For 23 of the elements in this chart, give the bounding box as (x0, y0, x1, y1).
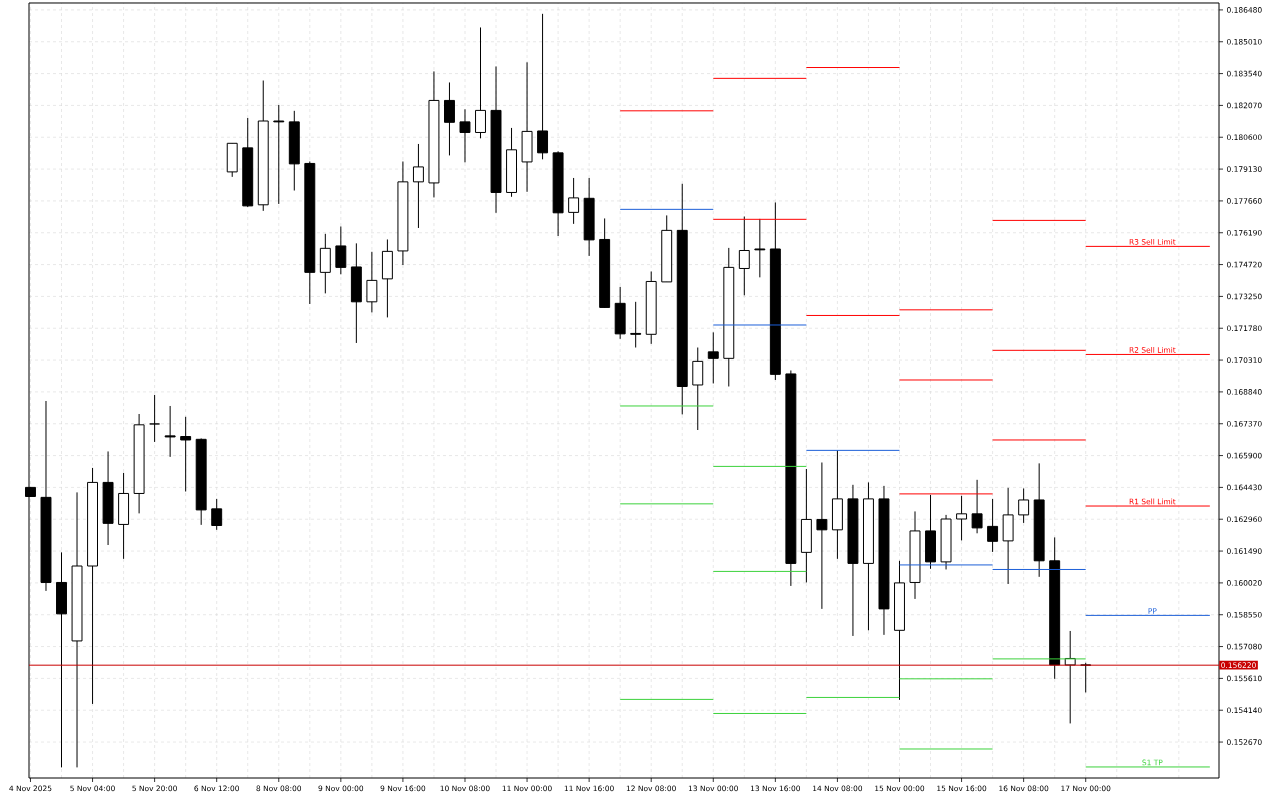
candlestick (707, 331, 719, 384)
candlestick (692, 347, 704, 431)
candlestick (335, 225, 347, 275)
candlestick (987, 498, 999, 553)
candlestick (1018, 487, 1030, 524)
candlestick (956, 495, 968, 541)
candlestick (971, 479, 983, 534)
candlestick (754, 218, 766, 278)
candlestick (164, 405, 176, 458)
candlestick (412, 143, 424, 229)
candlestick (630, 301, 642, 349)
candlestick (568, 177, 580, 225)
candlestick (273, 104, 285, 205)
candlestick (366, 251, 378, 313)
candlestick (180, 416, 192, 493)
candlestick (738, 216, 750, 296)
candlestick (537, 13, 549, 160)
candlestick (816, 462, 828, 610)
candlestick (444, 81, 455, 156)
candlestick (211, 498, 223, 531)
candlestick (459, 108, 471, 163)
candlestick (148, 394, 161, 443)
candlestick (475, 26, 486, 139)
